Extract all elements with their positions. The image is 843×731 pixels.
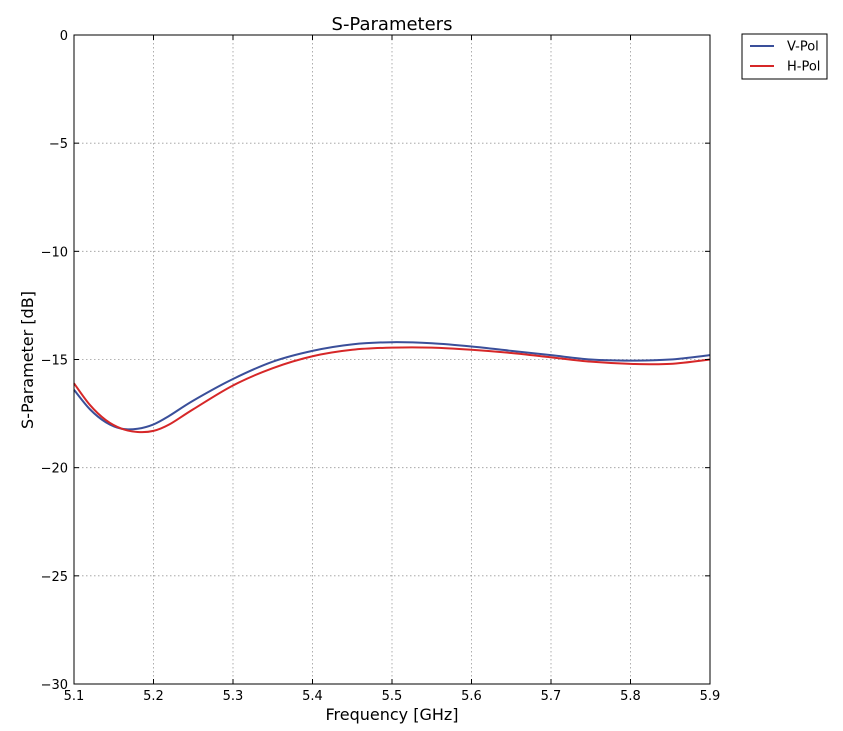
y-axis-label: S-Parameter [dB] (18, 291, 37, 429)
grid (74, 35, 710, 684)
x-tick-label: 5.7 (541, 689, 562, 704)
x-tick-label: 5.4 (302, 689, 323, 704)
x-tick-label: 5.5 (382, 689, 403, 704)
chart-title: S-Parameters (332, 14, 453, 35)
series-lines (73, 341, 711, 434)
y-tick-label: −5 (49, 137, 68, 152)
y-tick-label: −10 (41, 245, 68, 260)
y-tick-label: −25 (41, 570, 68, 585)
x-tick-label: 5.9 (700, 689, 721, 704)
legend-entry: V-Pol (787, 40, 819, 55)
legend-entry: H-Pol (787, 60, 820, 75)
y-tick-label: −30 (41, 678, 68, 693)
x-tick-label: 5.2 (143, 689, 164, 704)
ticks: 5.1 5.2 5.3 5.4 5.5 5.6 5.7 5.8 5.9 0 −5 −10 −15 −20 −… (41, 29, 721, 704)
x-tick-label: 5.3 (223, 689, 244, 704)
x-tick-label: 5.1 (64, 689, 85, 704)
series-line-h-pol (73, 346, 711, 434)
x-axis-label: Frequency [GHz] (325, 705, 458, 724)
legend-box (741, 33, 828, 80)
y-tick-label: −20 (41, 462, 68, 477)
x-tick-label: 5.6 (461, 689, 482, 704)
y-tick-label: −15 (41, 354, 68, 369)
x-tick-label: 5.8 (620, 689, 641, 704)
y-tick-label: 0 (60, 29, 68, 44)
legend: V-Pol H-Pol (741, 33, 828, 80)
